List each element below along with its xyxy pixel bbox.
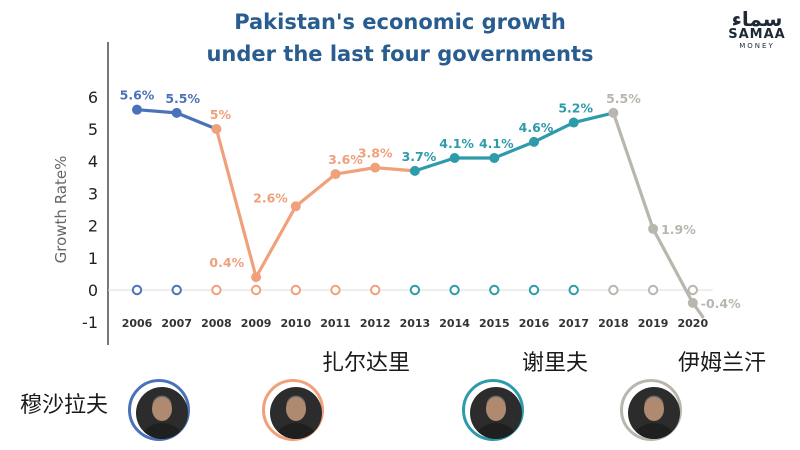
data-point — [648, 223, 659, 234]
data-point — [370, 162, 381, 173]
data-point — [529, 136, 539, 147]
baseline-marker — [647, 284, 659, 296]
data-label: 2.6% — [253, 190, 288, 205]
leader-portrait-musharraf — [128, 379, 190, 441]
baseline-marker — [409, 284, 421, 296]
baseline-marker — [330, 284, 341, 296]
data-point — [211, 124, 222, 134]
baseline-marker — [250, 284, 262, 296]
baseline-marker — [171, 284, 182, 296]
x-tick-label: 2017 — [558, 317, 589, 330]
leader-name-musharraf: 穆沙拉夫 — [20, 393, 109, 418]
y-tick-label: 4 — [88, 152, 98, 171]
y-tick-label: 6 — [88, 88, 98, 107]
series-segment-khan — [611, 111, 695, 305]
y-tick-label: 3 — [88, 184, 98, 203]
x-tick-label: 2015 — [479, 317, 510, 330]
data-point — [568, 117, 579, 128]
baseline-marker — [211, 284, 222, 296]
x-tick-label: 2014 — [439, 317, 470, 330]
leader-portrait-sharif — [462, 379, 524, 441]
data-point — [687, 297, 698, 308]
data-label: 3.7% — [402, 149, 437, 164]
y-tick-label: 0 — [88, 281, 98, 300]
series-segment-zardari — [214, 127, 417, 279]
baseline-marker — [449, 284, 460, 296]
data-label: 0.4% — [209, 255, 244, 270]
data-point — [290, 201, 301, 212]
y-tick-label: 1 — [88, 249, 98, 268]
data-point — [409, 165, 420, 176]
x-tick-label: 2009 — [241, 317, 272, 330]
series-segment-sharif — [413, 111, 616, 173]
data-label: 4.1% — [479, 136, 514, 151]
data-label: 5.6% — [120, 88, 155, 103]
leader-name-khan: 伊姆兰汗 — [678, 351, 767, 376]
baseline-marker — [528, 284, 540, 296]
x-tick-label: 2008 — [201, 317, 232, 330]
data-label: 5.2% — [558, 101, 593, 116]
data-point — [330, 169, 341, 180]
x-tick-label: 2013 — [400, 317, 431, 330]
baseline-marker — [608, 284, 619, 296]
baseline-marker — [489, 284, 500, 296]
x-tick-label: 2016 — [519, 317, 550, 330]
x-tick-label: 2007 — [161, 317, 192, 330]
data-label: 3.8% — [358, 146, 393, 161]
logo-mark: سماء — [731, 7, 783, 31]
baseline-marker — [131, 284, 143, 296]
baseline-marker — [568, 284, 579, 296]
logo-brand: SAMAA — [728, 27, 786, 42]
data-point — [132, 104, 142, 115]
leader-name-zardari: 扎尔达里 — [322, 351, 411, 376]
x-tick-label: 2018 — [598, 317, 629, 330]
data-label: -0.4% — [701, 296, 741, 311]
leader-portrait-zardari — [262, 379, 324, 441]
baseline-marker — [370, 284, 381, 296]
y-tick-label: 2 — [88, 217, 98, 236]
samaa-money-logo: سماء SAMAA MONEY — [722, 7, 792, 51]
leader-portrait-khan — [620, 379, 682, 441]
x-tick-label: 2020 — [677, 317, 708, 330]
chart-title-line-1: Pakistan's economic growth — [234, 10, 566, 34]
data-point — [171, 107, 182, 118]
data-label: 5% — [210, 107, 232, 122]
y-tick-label: -1 — [82, 313, 98, 332]
x-tick-label: 2010 — [280, 317, 311, 330]
data-point — [251, 272, 262, 283]
leader-name-sharif: 谢里夫 — [522, 351, 589, 376]
data-point — [489, 152, 500, 163]
data-label: 3.6% — [328, 152, 363, 167]
x-tick-label: 2011 — [320, 317, 351, 330]
data-label: 1.9% — [661, 222, 696, 237]
data-point — [449, 152, 460, 163]
data-label: 4.6% — [519, 120, 554, 135]
data-label: 5.5% — [606, 91, 641, 106]
x-tick-label: 2019 — [638, 317, 669, 330]
baseline-marker — [687, 284, 698, 296]
data-label: 4.1% — [439, 136, 474, 151]
data-label: 5.5% — [165, 91, 200, 106]
chart-title-line-2: under the last four governments — [206, 42, 594, 66]
y-tick-label: 5 — [88, 120, 98, 139]
y-axis-label: Growth Rate% — [52, 156, 70, 264]
x-tick-label: 2012 — [360, 317, 391, 330]
baseline-marker — [290, 284, 301, 296]
data-point — [608, 107, 619, 118]
x-tick-label: 2006 — [122, 317, 153, 330]
logo-subtitle: MONEY — [739, 42, 775, 50]
